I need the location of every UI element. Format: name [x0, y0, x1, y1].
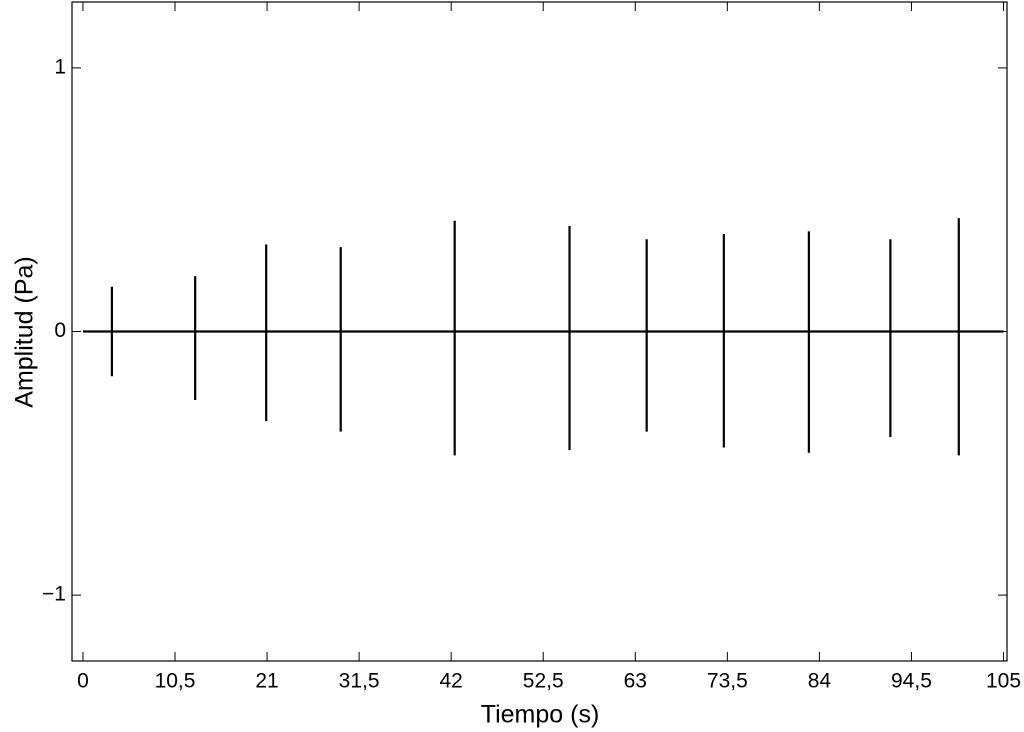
x-tick-label: 105: [986, 670, 1021, 693]
x-tick-label: 63: [624, 670, 647, 693]
y-tick-label: 0: [54, 319, 66, 342]
x-tick-label: 0: [77, 670, 89, 693]
x-tick-label: 21: [255, 670, 278, 693]
x-tick-label: 73,5: [707, 670, 748, 693]
x-tick-label: 31,5: [339, 670, 380, 693]
waveform: [82, 218, 1004, 456]
x-tick-label: 10,5: [155, 670, 196, 693]
x-tick-label: 52,5: [523, 670, 564, 693]
y-tick-label: −1: [42, 583, 66, 606]
y-tick-label: 1: [54, 55, 66, 78]
x-tick-label: 94,5: [891, 670, 932, 693]
x-axis-label: Tiempo (s): [481, 701, 600, 729]
x-tick-label: 42: [439, 670, 462, 693]
x-tick-label: 84: [808, 670, 832, 693]
y-axis-label: Amplitud (Pa): [11, 256, 39, 407]
